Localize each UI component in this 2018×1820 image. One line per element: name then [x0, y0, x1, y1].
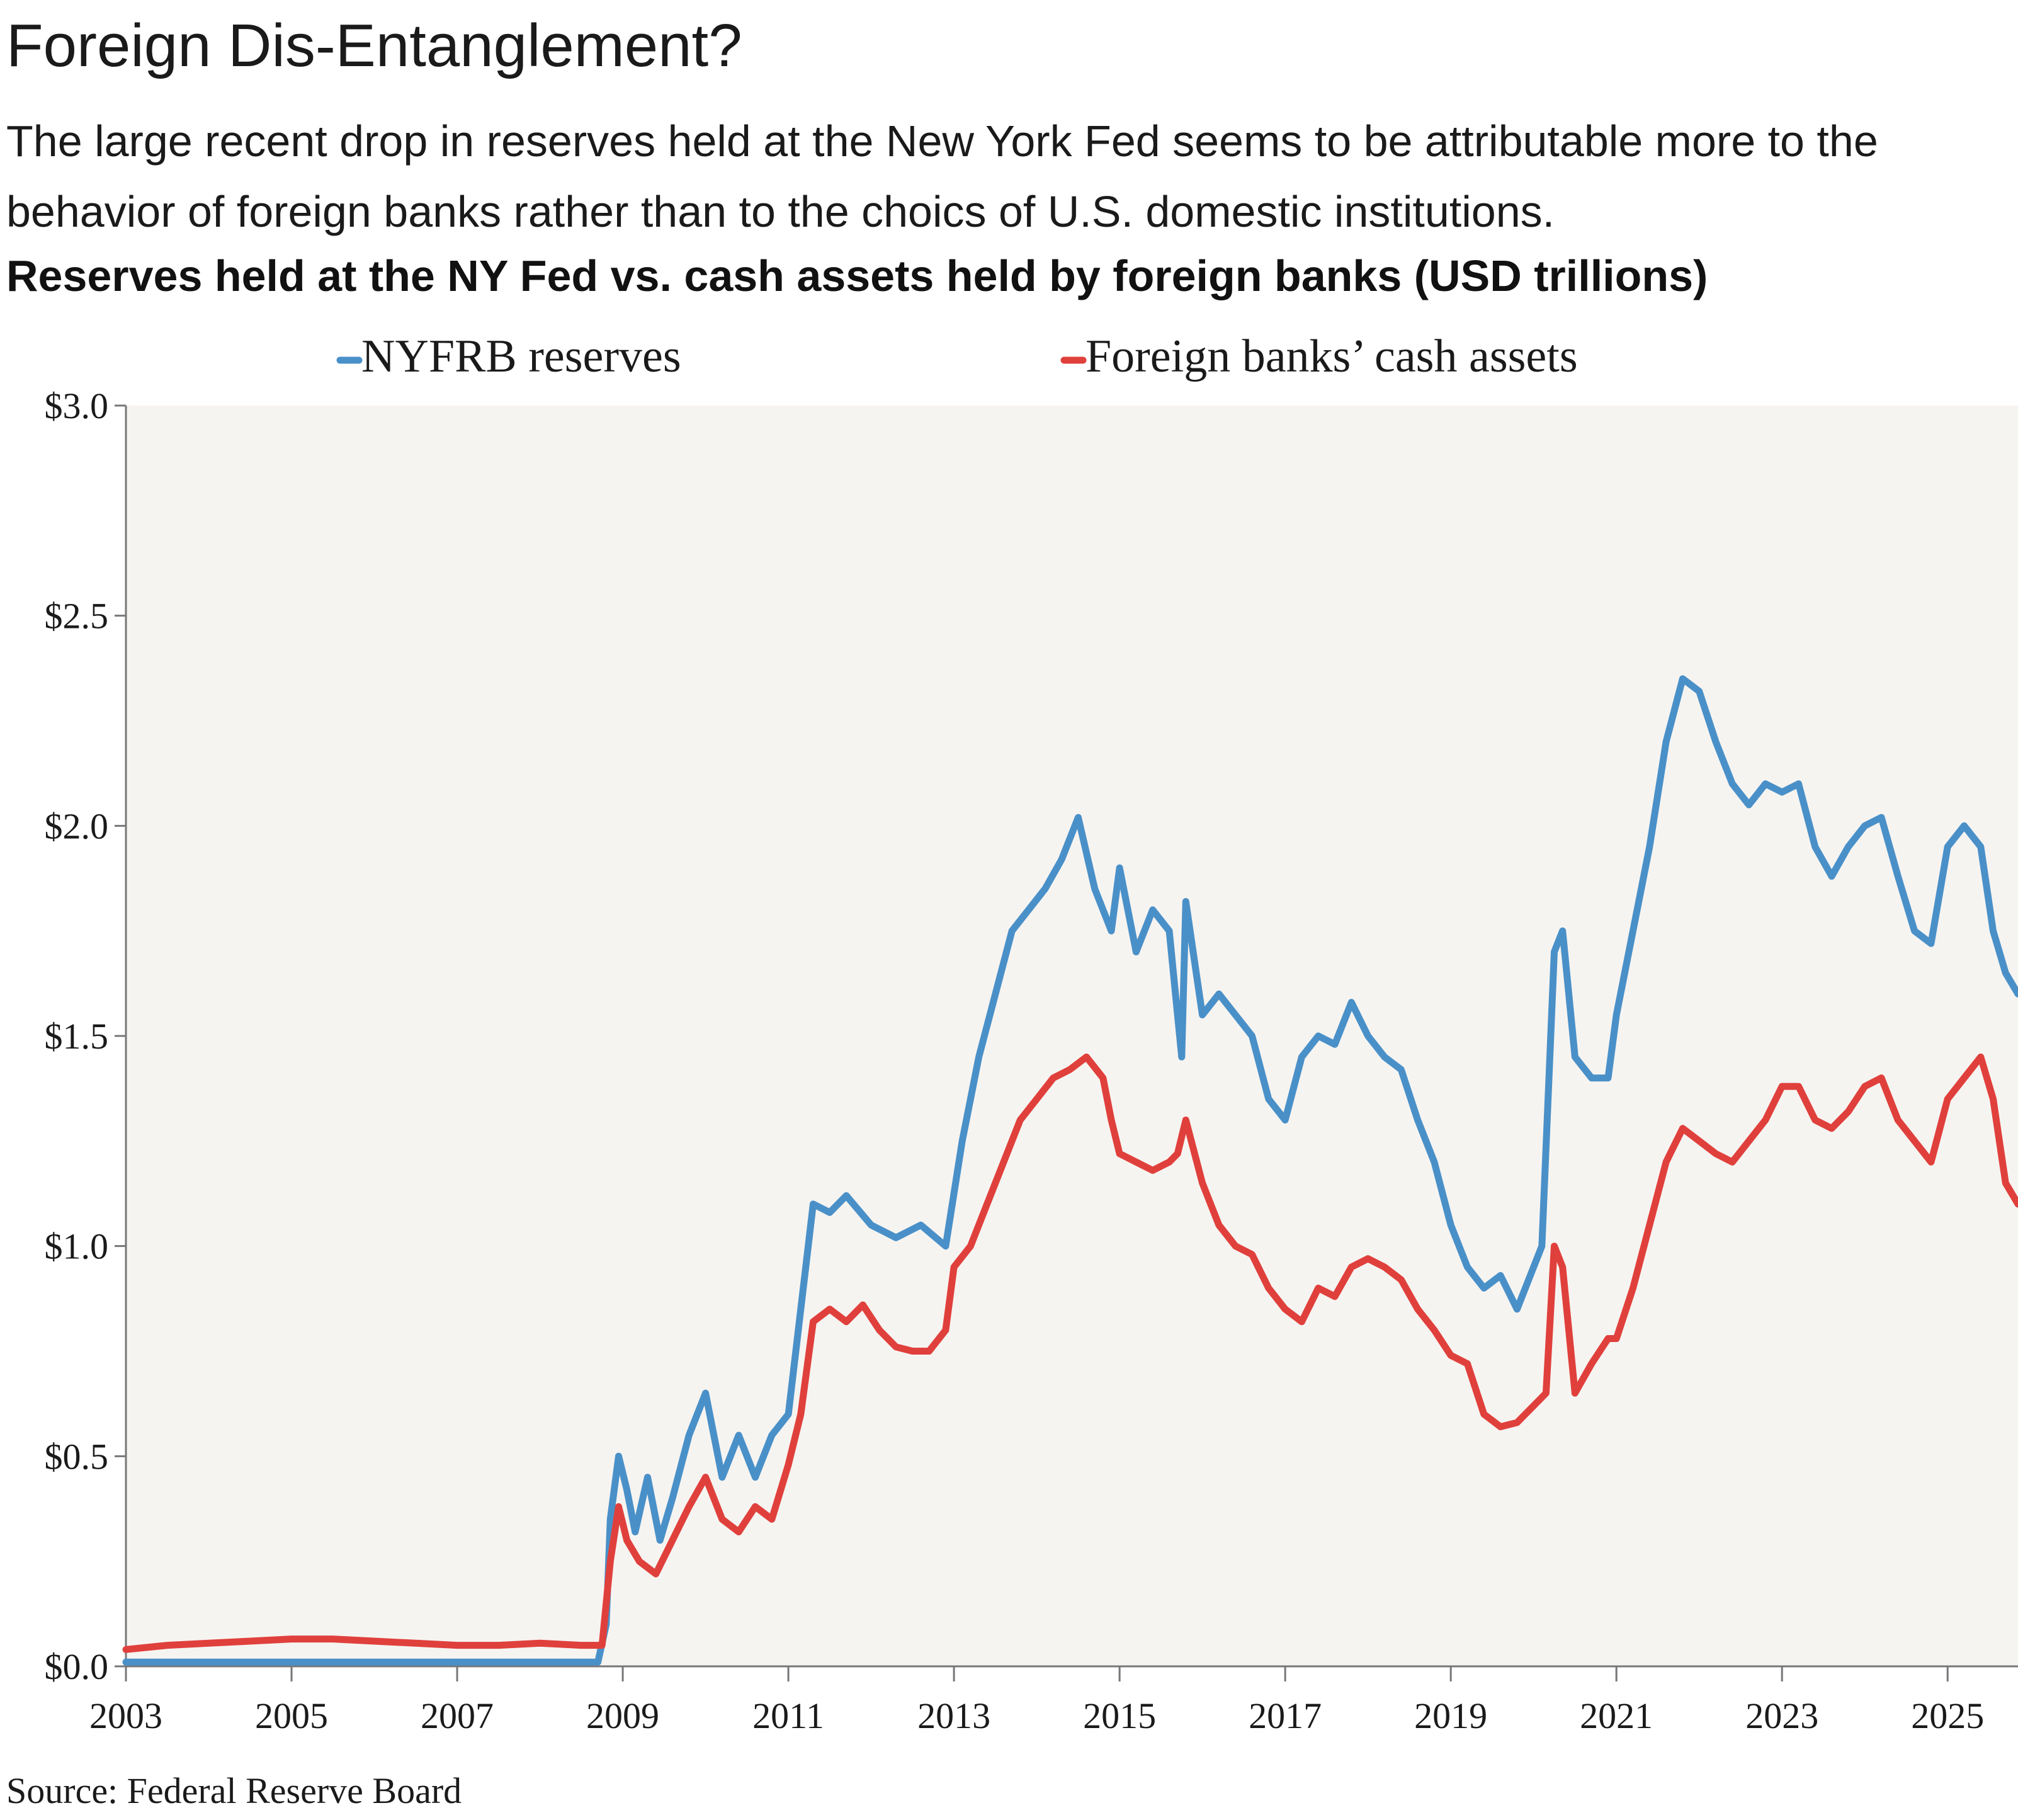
- series-group: [122, 675, 2018, 1666]
- x-tick-label: 2011: [752, 1695, 824, 1736]
- x-tick-label: 2015: [1083, 1695, 1156, 1736]
- legend-label: Foreign banks’ cash assets: [1086, 331, 1578, 382]
- plot-background: [126, 406, 2018, 1666]
- x-tick-label: 2017: [1249, 1695, 1322, 1736]
- legend-label: NYFRB reserves: [361, 331, 681, 382]
- x-tick-label: 2005: [255, 1695, 328, 1736]
- x-tick-label: 2021: [1580, 1695, 1653, 1736]
- source-note: Source: Federal Reserve Board: [6, 1770, 462, 1811]
- y-tick-label: $0.5: [45, 1436, 109, 1477]
- chart-heading: Reserves held at the NY Fed vs. cash ass…: [6, 251, 1708, 300]
- x-tick-label: 2019: [1414, 1695, 1487, 1736]
- tick-group: $0.0 $0.5 $1.0 $1.5 $2.0 $2.5 $3.0 2003 2005 2007…: [45, 385, 1985, 1736]
- y-tick-label: $2.5: [45, 596, 109, 637]
- y-tick-label: $1.0: [45, 1226, 109, 1267]
- y-tick-label: $1.5: [45, 1016, 109, 1057]
- x-tick-label: 2025: [1911, 1695, 1984, 1736]
- series-line-foreign-cash-assets: [122, 1053, 2018, 1653]
- x-tick-label: 2009: [586, 1695, 659, 1736]
- y-tick-label: $2.0: [45, 805, 109, 846]
- legend: NYFRB reserves Foreign banks’ cash assets: [336, 331, 1578, 382]
- chart-title: Foreign Dis-Entanglement?: [6, 12, 742, 79]
- x-tick-label: 2007: [421, 1695, 494, 1736]
- x-tick-label: 2023: [1745, 1695, 1818, 1736]
- chart-subtitle: The large recent drop in reserves held a…: [6, 117, 1878, 236]
- series-line-nyfrb-reserves: [122, 675, 2018, 1666]
- y-tick-label: $3.0: [45, 385, 109, 426]
- x-tick-label: 2013: [917, 1695, 990, 1736]
- y-tick-label: $0.0: [45, 1646, 109, 1687]
- x-tick-label: 2003: [89, 1695, 162, 1736]
